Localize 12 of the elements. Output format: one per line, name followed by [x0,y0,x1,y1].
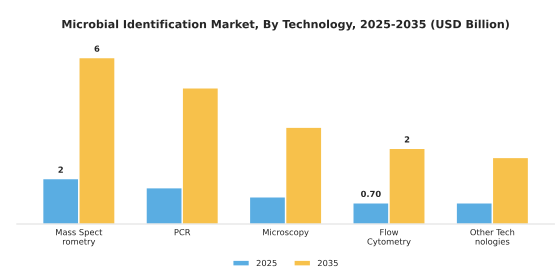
x-tick-label: Other Tech nologies [470,228,514,246]
data-label: 2 [404,136,410,142]
x-tick-label: PCR [174,229,190,236]
chart-title: Microbial Identification Market, By Technology, 2025-2035 (USD Billion) [62,20,509,31]
x-tick-label: Microscopy [263,228,309,237]
legend-label: 2025 [256,260,277,266]
data-label: 6 [94,46,100,52]
x-tick-label: Flow Cytometry [367,228,411,246]
legend-label: 2035 [318,260,338,266]
data-label: 0.70 [361,190,381,198]
data-label: 2 [58,166,63,173]
x-tick-label: Mass Spect rometry [56,229,102,246]
